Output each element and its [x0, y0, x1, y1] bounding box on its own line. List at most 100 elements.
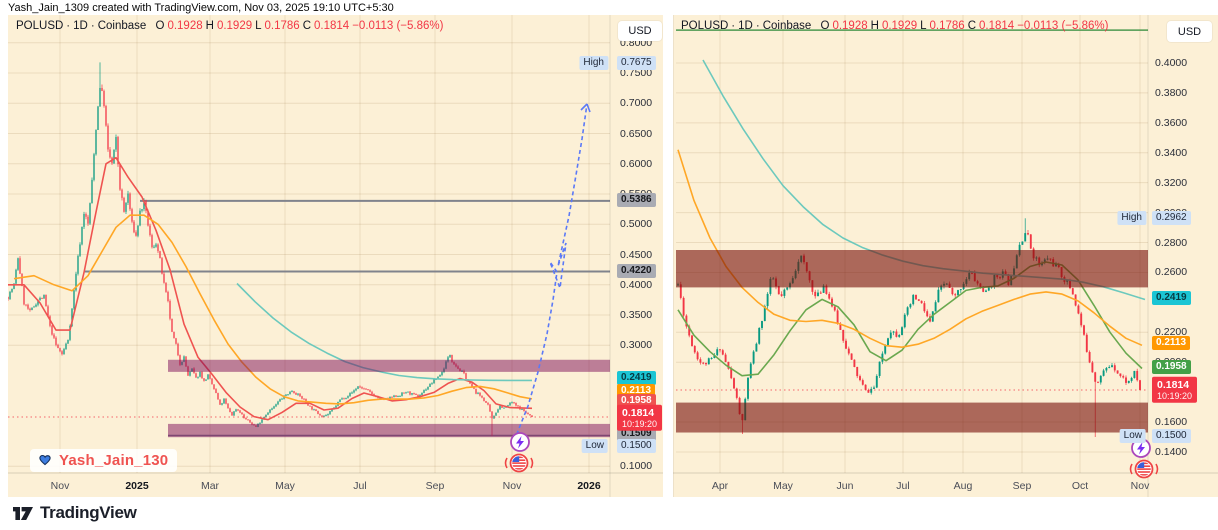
last-price-value: 0.1814: [622, 406, 655, 419]
time-tick-label: Mar: [200, 480, 220, 492]
header-text: C: [967, 20, 977, 32]
interval: 1D: [73, 20, 88, 32]
watermark-username: Yash_Jain_130: [59, 452, 169, 469]
time-tick-label: Apr: [711, 480, 729, 492]
price-badge-0.1958: 0.1958: [1152, 360, 1191, 374]
price-tick-label: 0.1000: [620, 460, 653, 472]
price-tick-label: 0.7500: [620, 66, 653, 79]
ma-mid[interactable]: [13, 214, 533, 405]
chart-plot-area-left[interactable]: [8, 15, 610, 473]
high-marker-value: 0.2962: [1152, 211, 1191, 225]
interval: 1D: [738, 20, 753, 32]
price-tick-label: 0.3400: [1155, 146, 1188, 159]
header-text: ·: [755, 20, 760, 32]
symbol-name: POLUSD: [681, 20, 729, 32]
price-tick-label: 0.5000: [620, 218, 653, 230]
header-text: H: [870, 20, 879, 32]
currency-usd-button[interactable]: USD: [618, 21, 662, 41]
us-flag-event-icon[interactable]: [1129, 459, 1159, 479]
symbol-header-left[interactable]: POLUSD · 1D · Coinbase O 0.1928 H 0.1929 L 0.1786…: [16, 20, 446, 33]
last-price-value: 0.1814: [1157, 378, 1190, 391]
time-tick-label: Nov: [50, 480, 70, 492]
time-tick-label: May: [773, 480, 793, 492]
last-price-label: 0.1814 10:19:20: [1152, 376, 1198, 404]
bar-countdown: 10:19:20: [1157, 390, 1193, 401]
tradingview-logo-icon: [13, 507, 33, 520]
price-tick-label: 0.3000: [620, 339, 653, 351]
header-text: ·: [731, 20, 736, 32]
high-value: 0.1929: [881, 20, 918, 32]
us-flag-event-icon[interactable]: [504, 453, 534, 473]
low-value: 0.1786: [929, 20, 965, 32]
bar-countdown: 10:19:20: [622, 418, 658, 429]
header-text: ·: [90, 20, 95, 32]
ma-mid[interactable]: [677, 149, 1143, 348]
header-text: ·: [66, 20, 71, 32]
price-tick-label: 0.1400: [1155, 445, 1188, 458]
price-badge-0.2419: 0.2419: [1152, 291, 1191, 305]
price-tick-label: 0.2200: [1155, 326, 1188, 339]
ma-long[interactable]: [236, 282, 532, 382]
exchange: Coinbase: [762, 20, 812, 32]
supply-demand-zone[interactable]: [168, 423, 610, 438]
plot-group-right: [676, 15, 1148, 473]
lightning-icon[interactable]: [510, 432, 530, 452]
price-tick-label: 0.1600: [1155, 415, 1188, 428]
time-tick-label: 2025: [125, 480, 149, 492]
open-value: 0.1928: [167, 20, 203, 32]
header-text: C: [302, 20, 312, 32]
heart-icon: [39, 454, 51, 466]
time-tick-label: Jul: [353, 480, 367, 492]
price-badge-0.2113: 0.2113: [1152, 336, 1191, 350]
price-tick-label: 0.4000: [620, 278, 653, 291]
price-tick-label: 0.3500: [620, 308, 653, 321]
time-tick-label: Aug: [953, 480, 973, 492]
chart-plot-area-right[interactable]: [676, 15, 1148, 473]
author-watermark[interactable]: Yash_Jain_130: [30, 449, 178, 472]
header-text: H: [205, 20, 214, 32]
candlestick-series: [677, 218, 1141, 437]
tradingview-attribution[interactable]: TradingView: [12, 503, 137, 523]
price-tick-label: 0.3200: [1155, 176, 1188, 189]
tradingview-logo-text: TradingView: [40, 503, 137, 522]
price-badge-0.5386: 0.5386: [617, 193, 656, 207]
low-marker-word: Low: [581, 439, 608, 453]
price-badge-0.1958: 0.1958: [617, 394, 656, 408]
header-text: O: [820, 20, 830, 32]
high-marker-word: High: [579, 56, 608, 70]
supply-demand-zone[interactable]: [676, 402, 1148, 433]
price-tick-label: 0.4000: [1155, 56, 1188, 69]
projection-arrow[interactable]: [513, 103, 591, 442]
price-tick-label: 0.4500: [620, 248, 653, 261]
header-text: [149, 20, 152, 32]
price-tick-label: 0.7000: [620, 97, 653, 109]
time-tick-label: 2026: [577, 480, 601, 492]
change-value: −0.0113 (−5.86%): [1017, 20, 1109, 32]
header-text: [814, 20, 817, 32]
supply-demand-zone[interactable]: [168, 359, 610, 372]
header-text: O: [155, 20, 165, 32]
high-marker-value: 0.7675: [617, 56, 656, 70]
price-badge-0.4220: 0.4220: [617, 264, 656, 278]
time-tick-label: Sep: [1012, 480, 1032, 492]
time-tick-label: Nov: [502, 480, 522, 492]
time-axis-left[interactable]: [8, 473, 663, 497]
price-tick-label: 0.8000: [620, 36, 653, 49]
price-tick-label: 0.2600: [1155, 266, 1188, 279]
symbol-header-right[interactable]: POLUSD · 1D · Coinbase O 0.1928 H 0.1929 L 0.1786…: [681, 20, 1111, 33]
header-text: L: [255, 20, 262, 32]
time-tick-label: Nov: [1130, 480, 1150, 492]
symbol-name: POLUSD: [16, 20, 64, 32]
price-tick-label: 0.3800: [1155, 86, 1188, 99]
low-marker-word: Low: [1119, 429, 1146, 443]
credit-line: Yash_Jain_1309 created with TradingView.…: [8, 2, 394, 14]
currency-usd-button[interactable]: USD: [1167, 21, 1212, 42]
price-tick-label: 0.2800: [1155, 236, 1188, 249]
price-tick-label: 0.6000: [620, 157, 653, 170]
ma-fast[interactable]: [8, 156, 533, 421]
last-price-label: 0.1814 10:19:20: [617, 404, 663, 432]
open-value: 0.1928: [832, 20, 868, 32]
supply-demand-zone[interactable]: [676, 250, 1148, 288]
time-tick-label: May: [275, 480, 295, 492]
